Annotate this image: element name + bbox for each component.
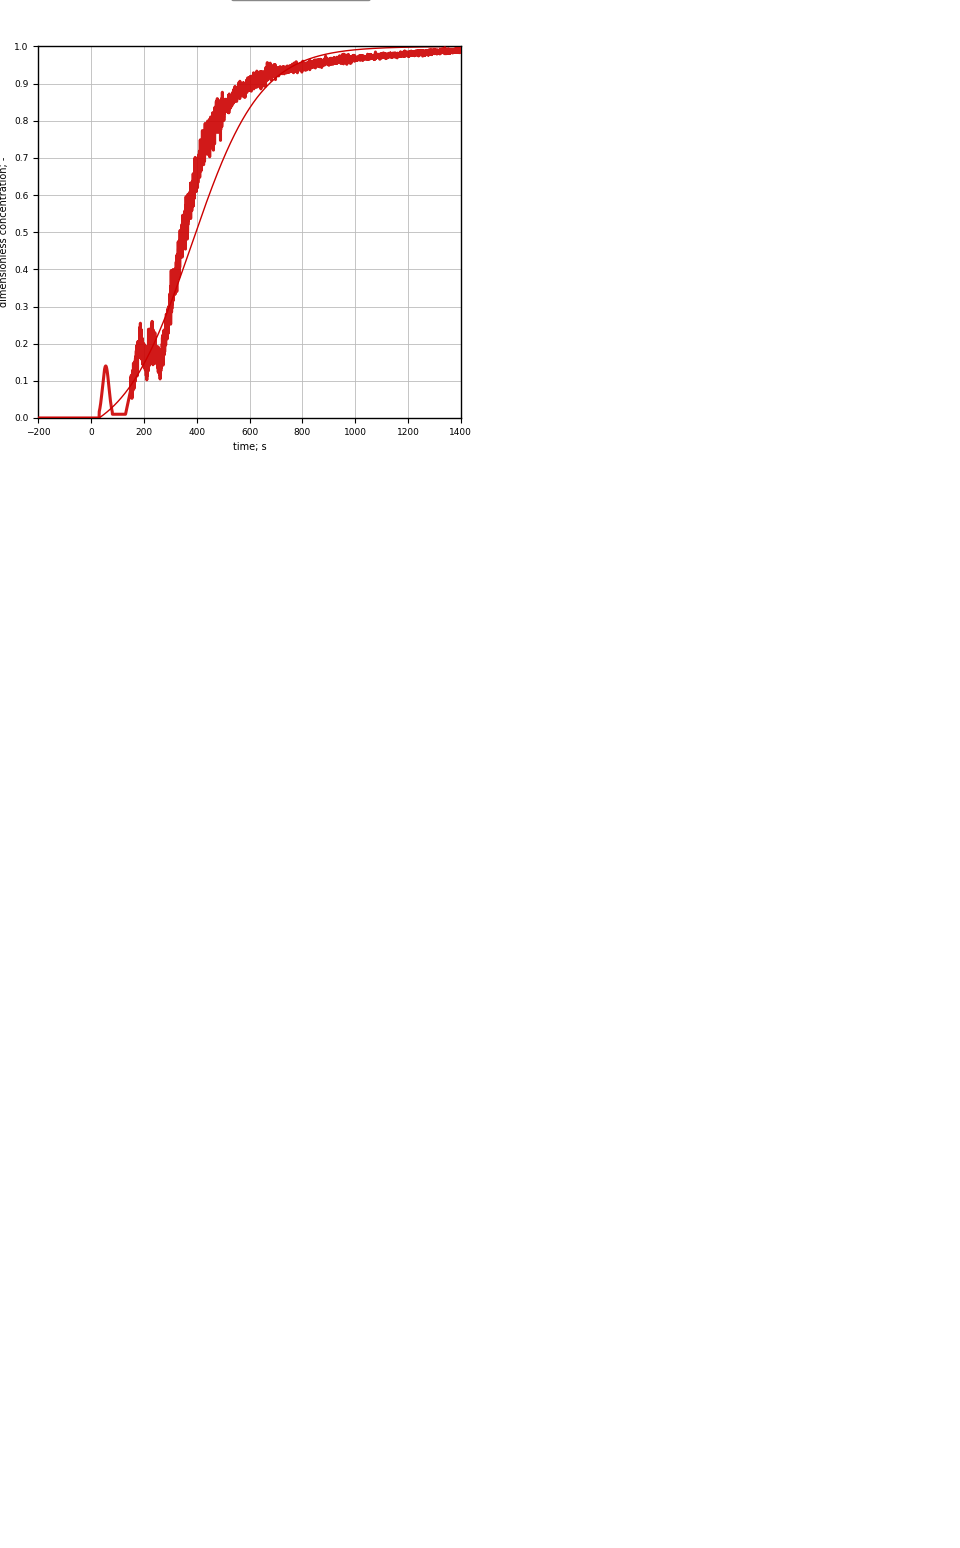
physical (195, 211, 206, 229)
numerical (307, 56, 319, 74)
Y-axis label: dimensionless concentration; -: dimensionless concentration; - (0, 156, 9, 308)
numerical (109, 406, 121, 424)
Line: numerical: numerical (38, 48, 461, 418)
X-axis label: time; s: time; s (232, 443, 267, 452)
physical (213, 161, 225, 180)
numerical (286, 59, 298, 77)
Line: physical: physical (38, 46, 461, 418)
physical (446, 37, 458, 56)
numerical (439, 39, 450, 57)
physical (81, 409, 92, 427)
numerical (194, 152, 205, 170)
numerical (455, 42, 467, 60)
physical (33, 409, 44, 427)
physical (106, 398, 117, 416)
physical (455, 37, 467, 56)
numerical (33, 409, 44, 427)
numerical (348, 50, 359, 68)
numerical (380, 48, 392, 67)
physical (401, 37, 413, 56)
